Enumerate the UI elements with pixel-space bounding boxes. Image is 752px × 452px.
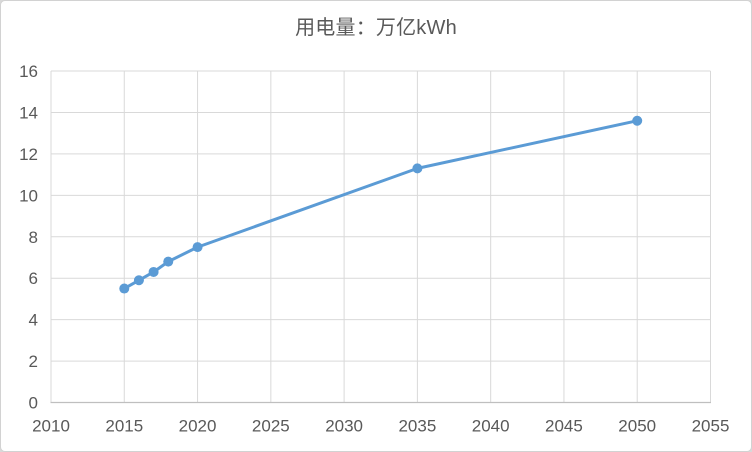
data-point-marker [133, 275, 144, 286]
x-axis-tick-label: 2045 [545, 417, 583, 436]
x-axis-tick-label: 2010 [32, 417, 70, 436]
data-point-marker [632, 115, 643, 126]
data-point-marker [119, 283, 130, 294]
x-axis-tick-label: 2015 [105, 417, 143, 436]
y-axis-tick-label: 0 [29, 394, 38, 413]
y-axis-tick-label: 8 [29, 228, 38, 247]
chart-title: 用电量：万亿kWh [295, 17, 457, 39]
x-axis-tick-label: 2020 [179, 417, 217, 436]
x-axis-tick-label: 2025 [252, 417, 290, 436]
data-point-marker [163, 256, 174, 267]
x-axis-tick-label: 2030 [325, 417, 363, 436]
y-axis-tick-label: 10 [19, 186, 38, 205]
x-axis-tick-label: 2050 [618, 417, 656, 436]
y-axis-tick-label: 16 [19, 62, 38, 81]
series-line [122, 119, 639, 291]
y-axis-tick-label: 12 [19, 145, 38, 164]
x-axis-tick-label: 2040 [472, 417, 510, 436]
data-point-marker [148, 266, 159, 277]
data-point-marker [412, 163, 423, 174]
y-axis-tick-label: 2 [29, 352, 38, 371]
x-axis-tick-label: 2055 [692, 417, 730, 436]
y-axis-tick-label: 14 [19, 103, 38, 122]
data-point-marker [192, 242, 203, 253]
x-axis-tick-label: 2035 [398, 417, 436, 436]
y-axis-tick-label: 6 [29, 269, 38, 288]
y-axis-tick-label: 4 [29, 311, 38, 330]
